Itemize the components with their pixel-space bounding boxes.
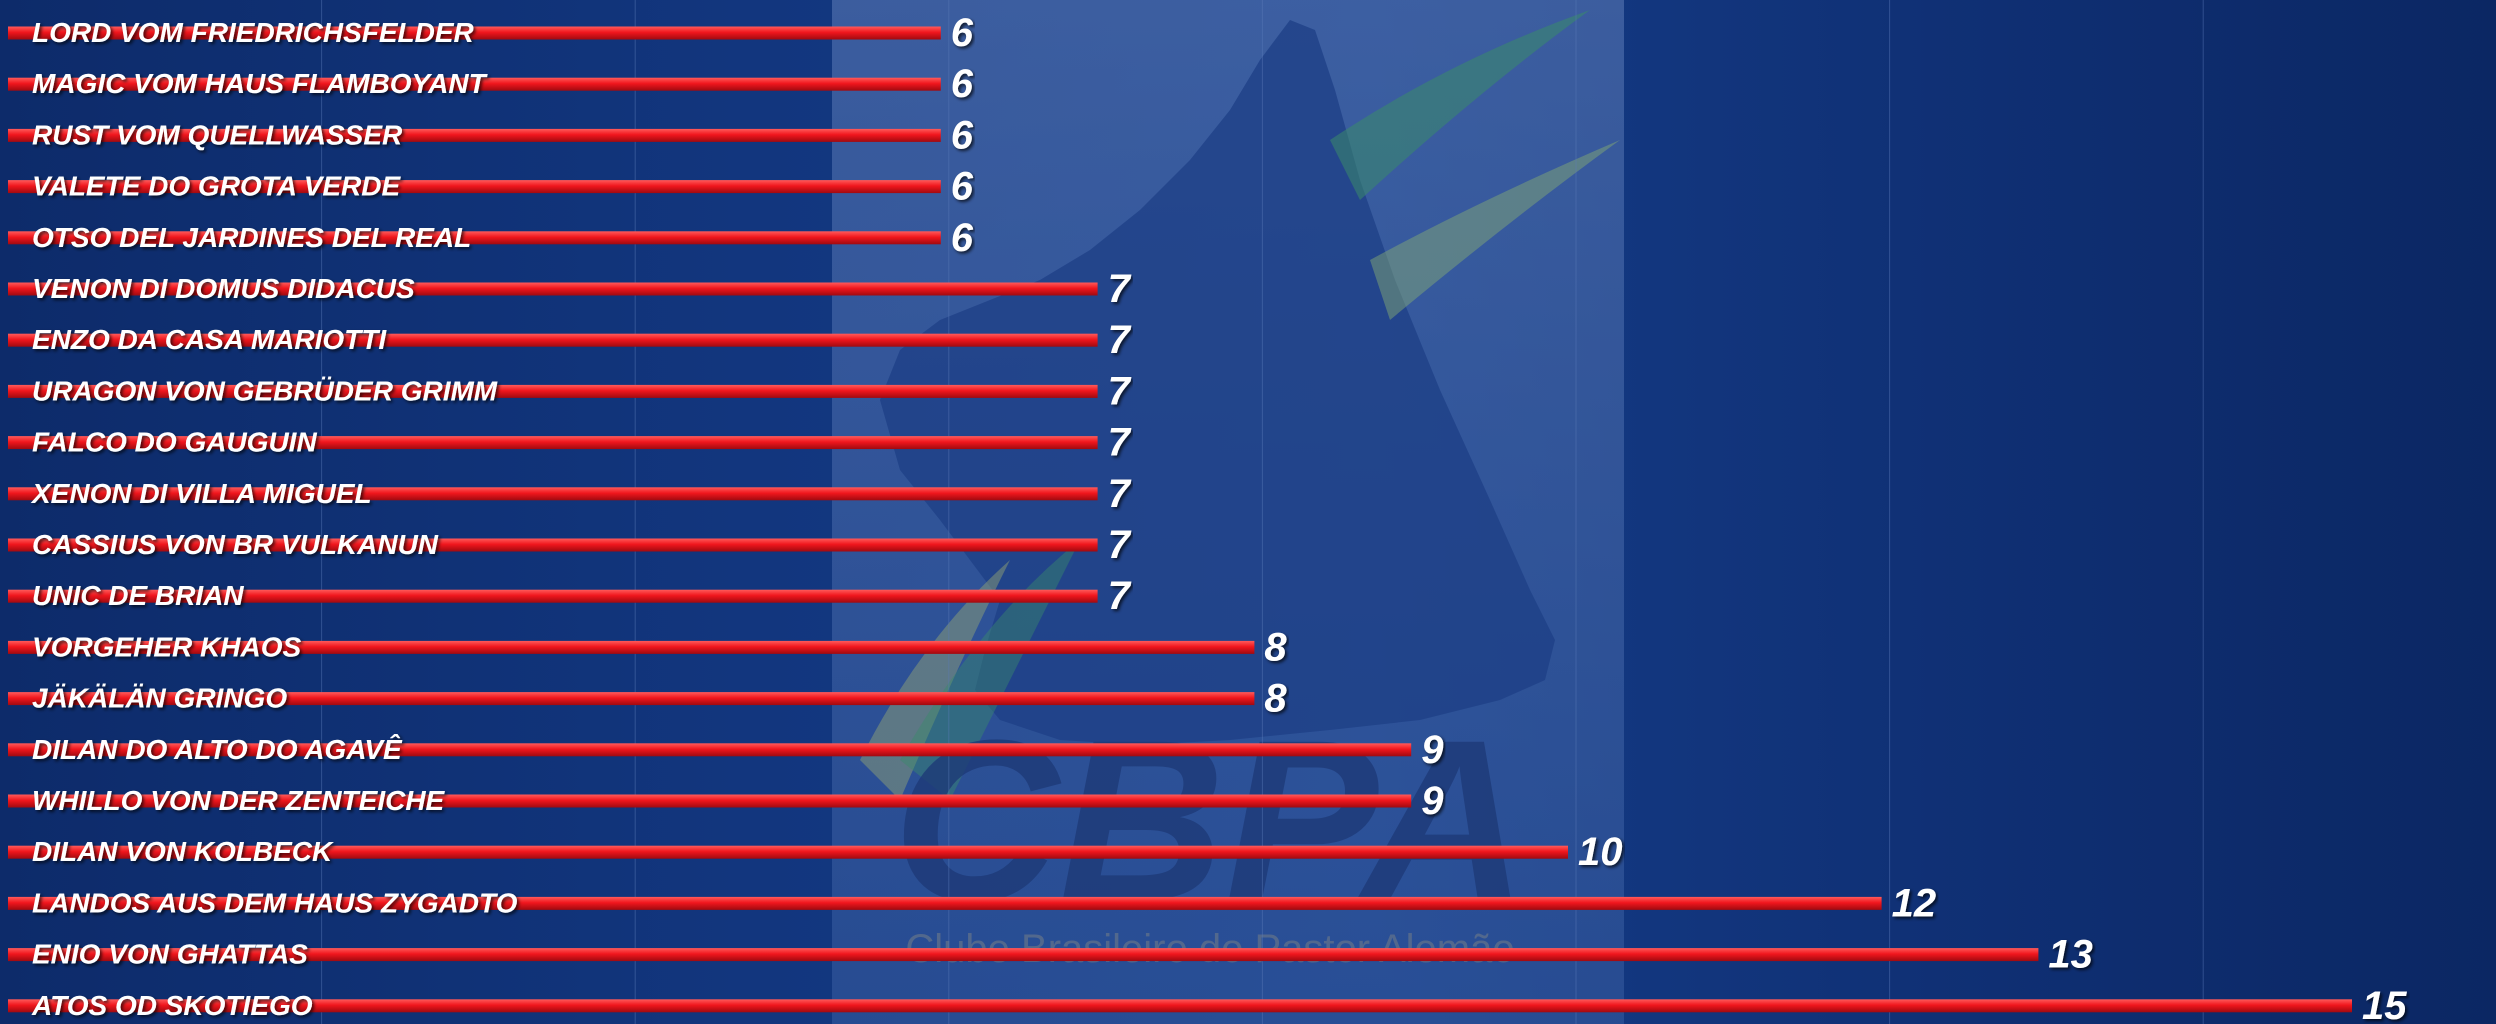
bar-value-label: 7 [1108,523,1132,567]
bar-value-label: 7 [1108,574,1132,618]
swoosh-yellow-lower-icon [860,560,1010,800]
bar-category-label: LANDOS AUS DEM HAUS ZYGADTO [32,887,518,918]
bar-category-label: OTSO DEL JARDINES DEL REAL [32,222,471,253]
bar [8,999,2352,1013]
bar [8,743,1412,757]
bar-category-label: VENON DI DOMUS DIDACUS [32,273,415,304]
bar-category-label: ENIO VON GHATTAS [32,939,308,970]
bar-value-label: 6 [951,113,974,157]
bar-value-label: 6 [951,216,974,260]
bar-value-label: 7 [1108,472,1132,516]
bar [8,282,1098,296]
bar [8,231,941,245]
bar-value-label: 13 [2048,933,2093,977]
bar [8,333,1098,347]
swoosh-green-icon [1330,10,1590,200]
dog-silhouette-icon [880,20,1555,745]
bar-category-label: DILAN DO ALTO DO AGAVÊ [32,734,403,765]
bar-value-label: 9 [1421,728,1444,772]
bar-category-label: JÄKÄLÄN GRINGO [32,683,287,714]
bar-category-label: VALETE DO GROTA VERDE [32,171,401,202]
bar [8,948,2039,962]
bar [8,794,1412,808]
bar-value-label: 6 [951,62,974,106]
bar-category-label: FALCO DO GAUGUIN [32,427,317,458]
bar-value-label: 10 [1578,830,1623,874]
bar-category-label: CASSIUS VON BR VULKANUN [32,529,439,560]
bar-category-label: MAGIC VOM HAUS FLAMBOYANT [32,68,489,99]
bar-category-label: WHILLO VON DER ZENTEICHE [32,785,446,816]
swoosh-green-lower-icon [900,540,1080,800]
bar [8,487,1098,501]
bar [8,384,1098,398]
bar-category-label: VORGEHER KHAOS [32,631,301,662]
swoosh-yellow-icon [1370,140,1620,320]
bar-value-label: 7 [1108,318,1132,362]
bar-value-label: 9 [1421,779,1444,823]
bar-value-label: 8 [1264,677,1287,721]
bar-value-label: 6 [951,165,974,209]
bar [8,128,941,142]
bar-category-label: RUST VOM QUELLWASSER [32,119,403,150]
bar-category-label: LORD VOM FRIEDRICHSFELDER [32,17,475,48]
bar [8,692,1255,706]
bar-category-label: URAGON VON GEBRÜDER GRIMM [32,375,498,406]
bar-value-label: 15 [2362,984,2407,1024]
bar [8,845,1568,859]
bar-value-label: 7 [1108,369,1132,413]
bar-category-label: XENON DI VILLA MIGUEL [30,478,372,509]
bar [8,896,1882,910]
bar-category-label: ATOS OD SKOTIEGO [31,990,313,1021]
bar [8,640,1255,654]
bar [8,436,1098,450]
bar-value-label: 12 [1892,881,1937,925]
bar-value-label: 8 [1264,625,1287,669]
bar [8,77,941,91]
bar [8,180,941,194]
bar-value-label: 7 [1108,421,1132,465]
bar-value-label: 7 [1108,267,1132,311]
bar [8,538,1098,552]
bar-category-label: UNIC DE BRIAN [32,580,244,611]
bar-value-label: 6 [951,11,974,55]
bar-category-label: DILAN VON KOLBECK [32,836,334,867]
bar [8,589,1098,603]
bar-category-label: ENZO DA CASA MARIOTTI [32,324,387,355]
bar [8,26,941,40]
